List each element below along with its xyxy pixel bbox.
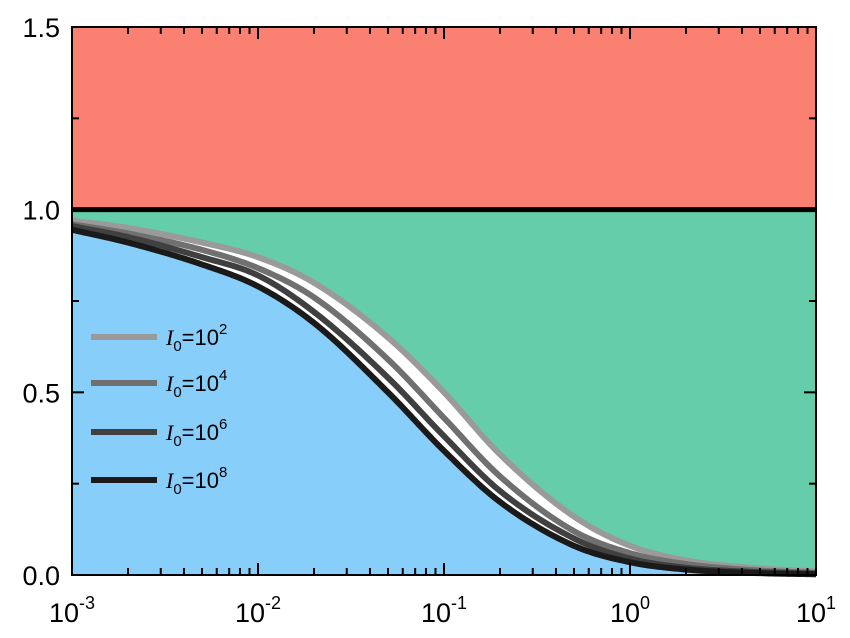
legend-item: I0=104 bbox=[91, 367, 227, 401]
x-tick-label: 100 bbox=[610, 593, 650, 628]
series-line-4 bbox=[71, 221, 817, 576]
legend-label: I0=106 bbox=[165, 416, 227, 450]
legend-label: I0=108 bbox=[165, 464, 227, 498]
y-tick-label: 0.0 bbox=[22, 561, 60, 591]
series-lines bbox=[71, 217, 817, 578]
axis-tick-labels: 0.0 0.5 1.0 1.5 10-3 10-2 10-1 100 101 bbox=[22, 13, 836, 628]
x-tick-label: 10-1 bbox=[421, 593, 467, 628]
y-tick-label: 1.5 bbox=[22, 13, 60, 43]
x-tick-label: 10-3 bbox=[49, 593, 95, 628]
legend: I0=102 I0=104 I0=106 I0=108 bbox=[91, 321, 227, 498]
legend-item: I0=102 bbox=[91, 321, 227, 355]
region-curve-band bbox=[72, 220, 816, 575]
region-above-reference bbox=[72, 27, 816, 210]
series-line-2 bbox=[71, 217, 817, 575]
x-tick-label: 10-2 bbox=[235, 593, 281, 628]
legend-item: I0=108 bbox=[91, 464, 227, 498]
y-tick-label: 0.5 bbox=[22, 378, 60, 408]
series-line-8 bbox=[71, 226, 817, 578]
y-tick-label: 1.0 bbox=[22, 196, 60, 226]
x-tick-label: 101 bbox=[796, 593, 836, 628]
axis-ticks bbox=[71, 26, 817, 576]
legend-label: I0=104 bbox=[165, 367, 227, 401]
legend-label: I0=102 bbox=[165, 321, 227, 355]
legend-item: I0=106 bbox=[91, 416, 227, 450]
region-under-lowest-curve bbox=[72, 229, 816, 575]
